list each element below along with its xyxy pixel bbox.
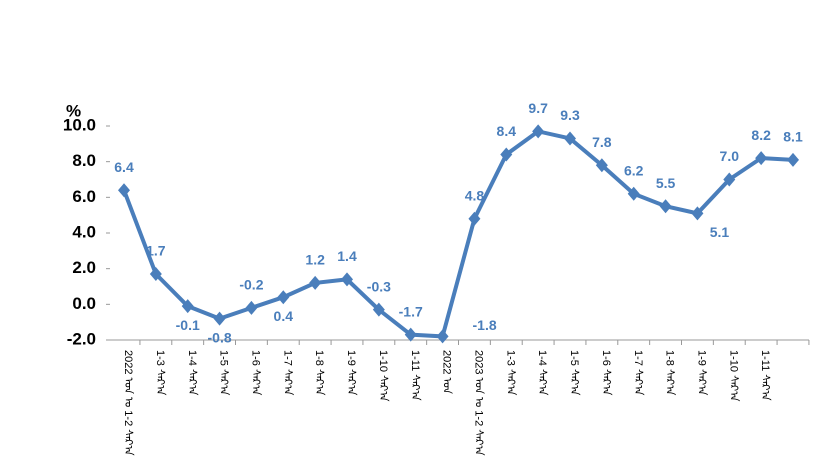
data-label: 1.4 xyxy=(337,248,357,264)
x-tick-label: 1-5 ᠰᠠᠷ᠎ᠠ xyxy=(568,350,580,396)
x-tick-label: 1-4 ᠰᠠᠷ᠎ᠠ xyxy=(186,350,198,396)
data-label: -0.3 xyxy=(367,278,391,294)
x-tick-label: 1-3 ᠰᠠᠷ᠎ᠠ xyxy=(154,350,166,396)
data-label: 7.8 xyxy=(592,134,612,150)
data-label: 4.8 xyxy=(465,187,485,203)
x-tick-label: 1-11 ᠰᠠᠷ᠎ᠠ xyxy=(759,350,771,401)
y-unit: % xyxy=(66,101,81,120)
y-tick-label: 4.0 xyxy=(72,222,96,241)
x-tick-label: 2023 ᠣᠨ ᠤ 1-2 ᠰᠠᠷ᠎ᠠ xyxy=(473,350,486,456)
marker xyxy=(309,275,322,290)
marker xyxy=(627,186,640,201)
x-tick-label: 1-6 ᠰᠠᠷ᠎ᠠ xyxy=(250,350,262,396)
data-label: -1.8 xyxy=(473,317,497,333)
data-label: 5.5 xyxy=(656,175,676,191)
y-tick-label: 0.0 xyxy=(72,294,96,313)
marker xyxy=(468,211,481,226)
x-tick-label: 1-8 ᠰᠠᠷ᠎ᠠ xyxy=(313,350,325,396)
marker xyxy=(181,299,194,314)
marker xyxy=(149,267,162,282)
marker xyxy=(372,302,385,317)
x-tick-label: 1-3 ᠰᠠᠷ᠎ᠠ xyxy=(504,350,516,396)
x-tick-label: 1-4 ᠰᠠᠷ᠎ᠠ xyxy=(536,350,548,396)
x-tick-label: 1-8 ᠰᠠᠷ᠎ᠠ xyxy=(664,350,676,396)
data-label: -0.1 xyxy=(176,317,200,333)
marker xyxy=(755,151,768,166)
x-tick-label: 1-11 ᠰᠠᠷ᠎ᠠ xyxy=(409,350,421,401)
data-label: 8.1 xyxy=(783,129,803,145)
data-label: -0.2 xyxy=(239,277,263,293)
x-tick-label: 1-9 ᠰᠠᠷ᠎ᠠ xyxy=(696,350,708,396)
x-tick-label: 1-5 ᠰᠠᠷ᠎ᠠ xyxy=(218,350,230,396)
marker xyxy=(118,183,130,198)
marker xyxy=(436,329,449,344)
y-tick-label: -2.0 xyxy=(67,329,96,348)
line xyxy=(122,129,794,339)
marker xyxy=(213,311,226,326)
data-label: 6.2 xyxy=(624,162,644,178)
data-label: 1.7 xyxy=(146,243,166,259)
data-label: 5.1 xyxy=(710,224,730,240)
data-label: 0.4 xyxy=(274,308,294,324)
marker xyxy=(500,147,513,162)
data-label: 8.4 xyxy=(497,123,517,139)
marker xyxy=(277,290,290,305)
y-tick-label: 8.0 xyxy=(72,151,96,170)
marker xyxy=(787,152,799,167)
marker xyxy=(659,199,672,214)
data-label: 6.4 xyxy=(114,159,134,175)
data-label: -1.7 xyxy=(399,303,423,319)
marker xyxy=(564,131,576,146)
marker xyxy=(723,172,736,187)
data-label: 8.2 xyxy=(751,127,771,143)
x-tick-label: 2022 ᠣᠨ xyxy=(441,350,454,394)
x-tick-label: 1-7 ᠰᠠᠷ᠎ᠠ xyxy=(281,350,293,396)
data-label: 7.0 xyxy=(720,148,740,164)
y-tick-label: 10.0 xyxy=(63,115,96,134)
marker xyxy=(245,300,258,315)
x-tick-label: 1-10 ᠰᠠᠷ᠎ᠠ xyxy=(727,350,739,402)
marker xyxy=(595,158,608,173)
marker xyxy=(341,272,353,287)
x-tick-label: 1-10 ᠰᠠᠷ᠎ᠠ xyxy=(377,350,389,402)
data-label: 9.3 xyxy=(560,107,580,123)
y-tick-label: 6.0 xyxy=(72,187,96,206)
data-label: -0.8 xyxy=(208,329,232,345)
data-label: 1.2 xyxy=(305,252,325,268)
marker xyxy=(691,206,704,221)
x-tick-label: 1-9 ᠰᠠᠷ᠎ᠠ xyxy=(345,350,357,396)
x-tick-label: 2022 ᠣᠨ ᠤ 1-2 ᠰᠠᠷ᠎ᠠ xyxy=(122,350,135,456)
x-tick-label: 1-7 ᠰᠠᠷ᠎ᠠ xyxy=(632,350,644,396)
marker xyxy=(532,124,545,139)
y-tick-label: 2.0 xyxy=(72,258,96,277)
data-label: 9.7 xyxy=(528,100,548,116)
marker xyxy=(404,327,417,342)
x-tick-label: 1-6 ᠰᠠᠷ᠎ᠠ xyxy=(600,350,612,396)
